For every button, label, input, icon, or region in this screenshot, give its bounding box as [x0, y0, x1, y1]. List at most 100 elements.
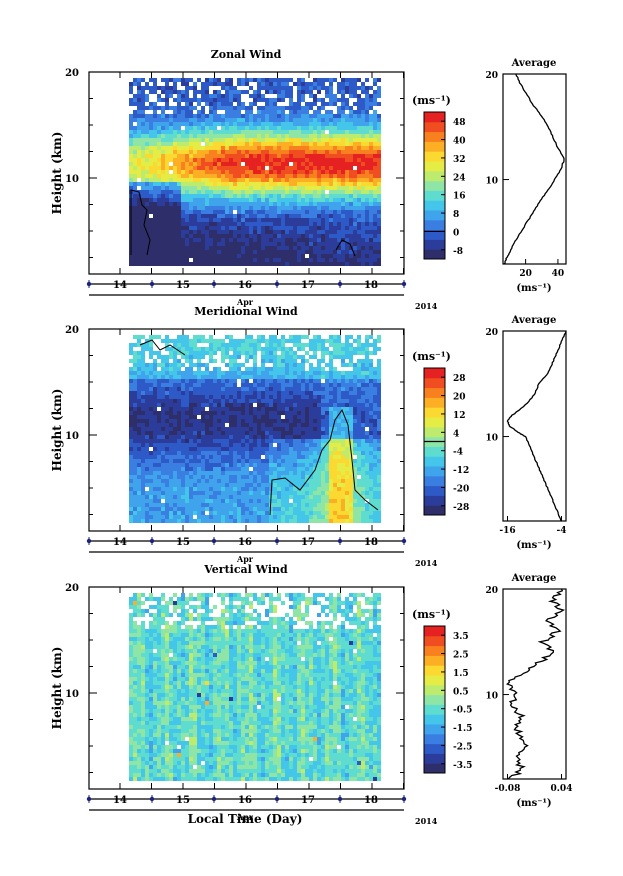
heatmap-cell	[181, 483, 185, 487]
heatmap-cell	[213, 483, 217, 487]
heatmap-cell	[245, 110, 249, 114]
heatmap-cell	[165, 222, 169, 226]
heatmap-cell	[261, 395, 265, 399]
heatmap-cell	[229, 339, 233, 343]
heatmap-cell	[233, 379, 237, 383]
heatmap-cell	[213, 78, 217, 82]
heatmap-cell	[245, 130, 249, 134]
heatmap-cell	[301, 455, 305, 459]
heatmap-cell	[253, 451, 257, 455]
heatmap-cell	[217, 206, 221, 210]
heatmap-cell	[341, 202, 345, 206]
colorbar-band	[424, 210, 445, 221]
heatmap-cell	[169, 407, 173, 411]
heatmap-cell	[305, 102, 309, 106]
heatmap-cell	[209, 427, 213, 431]
heatmap-cell	[273, 78, 277, 82]
heatmap-cell	[365, 166, 369, 170]
heatmap-cell	[225, 110, 229, 114]
heatmap-cell	[221, 427, 225, 431]
heatmap-cell	[241, 146, 245, 150]
heatmap-cell	[185, 495, 189, 499]
heatmap-cell	[253, 419, 257, 423]
heatmap-cell	[209, 98, 213, 102]
heatmap-cell	[201, 363, 205, 367]
heatmap-cell	[309, 507, 313, 511]
heatmap-cell	[297, 114, 301, 118]
heatmap-cell	[197, 459, 201, 463]
heatmap-cell	[229, 455, 233, 459]
heatmap-cell	[221, 403, 225, 407]
heatmap-cell	[221, 218, 225, 222]
heatmap-cell	[253, 371, 257, 375]
heatmap-cell	[289, 254, 293, 258]
heatmap-cell	[281, 186, 285, 190]
heatmap-cell	[313, 134, 317, 138]
heatmap-cell	[225, 102, 229, 106]
heatmap-cell	[145, 395, 149, 399]
heatmap-cell	[181, 355, 185, 359]
heatmap-cell	[141, 399, 145, 403]
heatmap-cell	[141, 351, 145, 355]
heatmap-cell	[341, 94, 345, 98]
heatmap-cell	[181, 371, 185, 375]
heatmap-cell	[373, 206, 377, 210]
heatmap-cell	[301, 451, 305, 455]
heatmap-cell	[133, 118, 137, 122]
heatmap-cell	[309, 210, 313, 214]
heatmap-cell	[297, 371, 301, 375]
heatmap-cell	[169, 379, 173, 383]
heatmap-cell	[249, 427, 253, 431]
heatmap-cell	[225, 254, 229, 258]
heatmap-cell	[165, 455, 169, 459]
heatmap-cell	[181, 250, 185, 254]
heatmap-cell	[153, 483, 157, 487]
heatmap-cell	[145, 455, 149, 459]
heatmap-cell	[193, 242, 197, 246]
heatmap-cell	[141, 158, 145, 162]
heatmap-cell	[169, 138, 173, 142]
heatmap-cell	[353, 138, 357, 142]
heatmap-cell	[277, 154, 281, 158]
heatmap-cell	[261, 242, 265, 246]
heatmap-cell	[205, 463, 209, 467]
heatmap-cell	[361, 82, 365, 86]
heatmap-cell	[177, 150, 181, 154]
heatmap-cell	[213, 230, 217, 234]
heatmap-cell	[165, 423, 169, 427]
heatmap-cell	[201, 419, 205, 423]
heatmap-cell	[265, 218, 269, 222]
heatmap-cell	[197, 387, 201, 391]
heatmap-cell	[261, 359, 265, 363]
heatmap-cell	[241, 198, 245, 202]
heatmap-cell	[189, 399, 193, 403]
heatmap-cell	[301, 347, 305, 351]
heatmap-cell	[197, 339, 201, 343]
heatmap-cell	[177, 515, 181, 519]
heatmap-cell	[233, 419, 237, 423]
heatmap-cell	[277, 206, 281, 210]
heatmap-cell	[357, 146, 361, 150]
heatmap-cell	[297, 463, 301, 467]
heatmap-cell	[249, 106, 253, 110]
heatmap-cell	[277, 403, 281, 407]
heatmap-cell	[269, 134, 273, 138]
heatmap-cell	[277, 130, 281, 134]
heatmap-cell	[269, 515, 273, 519]
heatmap-cell	[377, 194, 381, 198]
heatmap-cell	[197, 126, 201, 130]
heatmap-cell	[345, 242, 349, 246]
heatmap-cell	[257, 379, 261, 383]
heatmap-cell	[257, 427, 261, 431]
heatmap-cell	[133, 134, 137, 138]
heatmap-cell	[301, 154, 305, 158]
heatmap-cell	[217, 423, 221, 427]
heatmap-cell	[237, 226, 241, 230]
heatmap-cell	[377, 254, 381, 258]
heatmap-cell	[341, 142, 345, 146]
heatmap-cell	[257, 230, 261, 234]
heatmap-cell	[133, 463, 137, 467]
heatmap-cell	[345, 230, 349, 234]
heatmap-cell	[217, 158, 221, 162]
heatmap-cell	[153, 118, 157, 122]
